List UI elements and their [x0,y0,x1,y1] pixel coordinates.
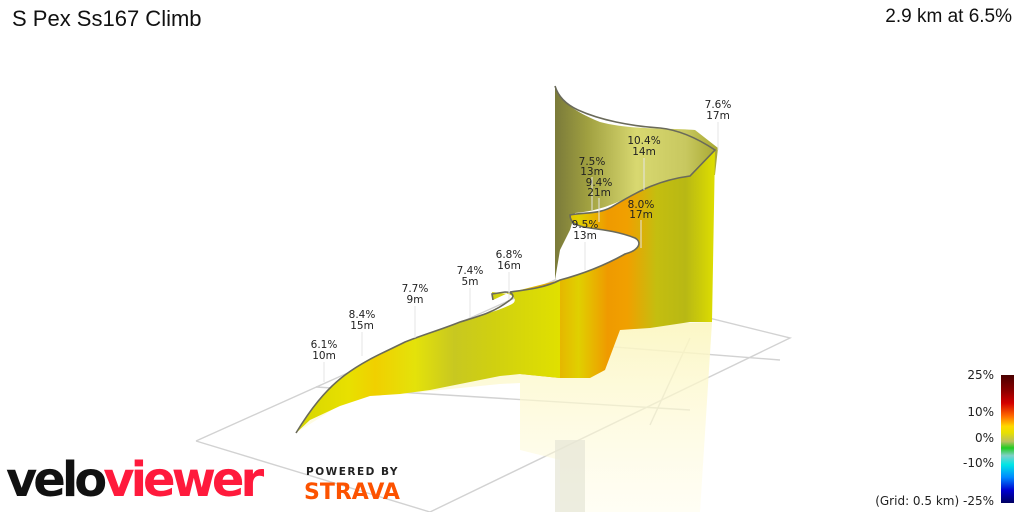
profile-reflection [296,314,712,512]
page-title: S Pex Ss167 Climb [12,6,202,31]
svg-text:8.4%: 8.4% [349,309,376,321]
veloviewer-logo[interactable]: veloviewer [6,452,264,508]
svg-text:8.0%: 8.0% [628,199,655,211]
svg-text:5m: 5m [462,276,479,288]
svg-text:17m: 17m [629,209,653,221]
climb-summary: 2.9 km at 6.5% [885,6,1012,27]
annotation-1: 6.1%10m [311,339,338,382]
powered-by-label: POWERED BY [306,466,400,478]
legend-tick-0: 0% [974,431,994,445]
svg-text:9.5%: 9.5% [572,219,599,231]
profile-tower [520,150,715,378]
legend-tick-minus25: (Grid: 0.5 km) -25% [875,494,994,508]
svg-text:16m: 16m [497,260,521,272]
svg-text:21m: 21m [587,187,611,199]
annotation-11: 7.6%17m [705,99,732,150]
legend-tick-25: 25% [967,368,994,382]
svg-text:17m: 17m [706,110,730,122]
svg-text:6.8%: 6.8% [496,249,523,261]
svg-text:10m: 10m [312,350,336,362]
svg-text:14m: 14m [632,146,656,158]
annotation-5: 6.8%16m [496,249,523,300]
annotation-3: 7.7%9m [402,283,429,338]
svg-text:7.7%: 7.7% [402,283,429,295]
svg-text:6.1%: 6.1% [311,339,338,351]
profile-wall [296,280,560,433]
gradient-color-scale [1001,375,1014,503]
svg-text:10.4%: 10.4% [627,135,660,147]
svg-text:9m: 9m [407,294,424,306]
profile-top-edge [295,85,717,434]
gradient-legend: 25% 10% 0% -10% (Grid: 0.5 km) -25% [874,368,1014,508]
legend-tick-10: 10% [967,405,994,419]
svg-text:15m: 15m [350,320,374,332]
annotation-4: 7.4%5m [457,265,484,318]
svg-text:7.5%: 7.5% [579,156,606,168]
segment-annotations: 6.1%10m 8.4%15m 7.7%9m 7.4%5m 6.8%16m 9.… [311,99,732,382]
grid-note: (Grid: 0.5 km) [875,494,960,508]
annotation-8: 9.4%21m [586,177,613,222]
annotation-7: 7.5%13m [579,156,606,210]
annotation-10: 10.4%14m [627,135,661,190]
svg-text:13m: 13m [573,230,597,242]
legend-tick-minus10: -10% [962,456,994,470]
svg-text:7.6%: 7.6% [705,99,732,111]
logo-viewer: viewer [103,452,264,508]
logo-velo: velo [6,452,107,508]
svg-text:13m: 13m [580,166,604,178]
svg-text:9.4%: 9.4% [586,177,613,189]
annotation-9: 8.0%17m [628,199,655,248]
svg-text:7.4%: 7.4% [457,265,484,277]
annotation-2: 8.4%15m [349,309,376,356]
strava-logo[interactable]: STRAVA [304,480,400,505]
annotation-6: 9.5%13m [572,219,599,270]
profile-back-wall [555,86,718,280]
